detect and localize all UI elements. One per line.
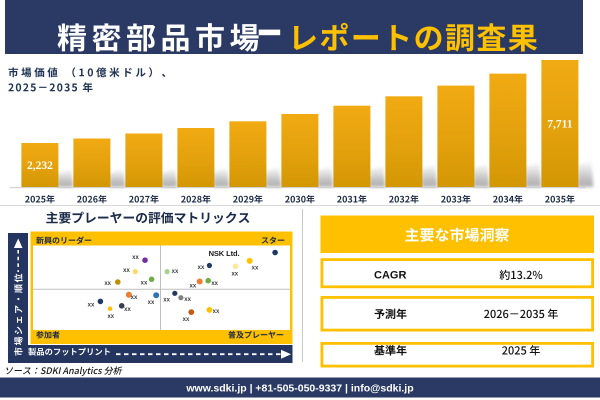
svg-text:xx: xx bbox=[132, 255, 139, 261]
svg-text:CAGR: CAGR bbox=[374, 270, 406, 282]
svg-text:xx: xx bbox=[198, 265, 205, 271]
svg-text:7,711: 7,711 bbox=[547, 119, 572, 131]
svg-text:xx: xx bbox=[211, 281, 218, 287]
svg-text:xx: xx bbox=[104, 281, 111, 287]
svg-text:xx: xx bbox=[172, 269, 179, 275]
svg-text:xx: xx bbox=[183, 317, 190, 323]
svg-text:NSK Ltd.: NSK Ltd. bbox=[209, 249, 240, 258]
svg-text:xx: xx bbox=[231, 272, 238, 278]
svg-text:xx: xx bbox=[213, 309, 220, 315]
svg-text:xx: xx bbox=[107, 314, 114, 320]
svg-text:xx: xx bbox=[123, 268, 130, 274]
svg-text:xx: xx bbox=[88, 303, 95, 309]
svg-text:xx: xx bbox=[141, 281, 148, 287]
svg-text:xx: xx bbox=[190, 284, 197, 290]
svg-text:xx: xx bbox=[163, 298, 170, 304]
svg-text:www.sdki.jp | +81-505-050-9337: www.sdki.jp | +81-505-050-9337 | info@sd… bbox=[185, 382, 413, 394]
svg-text:xx: xx bbox=[124, 307, 131, 313]
svg-text:xx: xx bbox=[184, 297, 191, 303]
svg-text:xx: xx bbox=[148, 300, 155, 306]
svg-text:xx: xx bbox=[252, 266, 259, 272]
svg-text:xx: xx bbox=[131, 295, 138, 301]
svg-text:2,232: 2,232 bbox=[27, 160, 53, 172]
